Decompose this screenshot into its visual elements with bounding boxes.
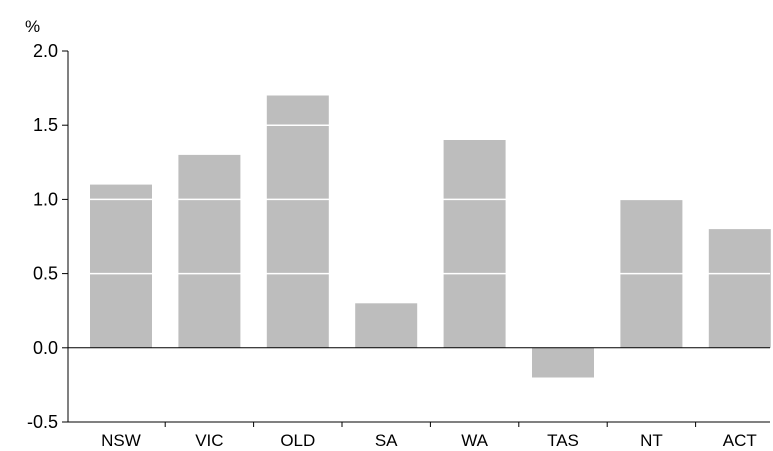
bar-tas: [532, 347, 594, 378]
bar-wa: [443, 140, 506, 348]
x-tick-label: NT: [640, 431, 663, 450]
bar-old: [266, 95, 329, 348]
y-tick-label: 0.0: [33, 338, 58, 358]
y-tick-label: 1.5: [33, 115, 58, 135]
x-tick-label: TAS: [547, 431, 579, 450]
x-tick-label: SA: [375, 431, 398, 450]
x-tick-label: VIC: [195, 431, 223, 450]
x-tick-label: ACT: [723, 431, 757, 450]
axes-group: [67, 51, 770, 423]
y-tick-label: -0.5: [27, 412, 58, 432]
x-labels-group: NSW VIC OLD SA WA TAS NT ACT: [101, 422, 757, 450]
y-tick-label: 0.5: [33, 264, 58, 284]
gridlines-group: [68, 124, 770, 275]
bars-group: [90, 95, 771, 378]
x-tick-label: NSW: [101, 431, 141, 450]
x-tick-label: OLD: [280, 431, 315, 450]
bar-act: [708, 229, 771, 348]
y-tick-label: 1.0: [33, 189, 58, 209]
y-unit-label: %: [25, 17, 40, 36]
y-ticks-group: -0.5 0.0 0.5 1.0 1.5 2.0: [27, 41, 68, 432]
bar-nsw: [90, 184, 152, 348]
bar-vic: [178, 154, 241, 348]
bar-sa: [355, 303, 418, 348]
x-tick-label: WA: [461, 431, 488, 450]
y-tick-label: 2.0: [33, 41, 58, 61]
